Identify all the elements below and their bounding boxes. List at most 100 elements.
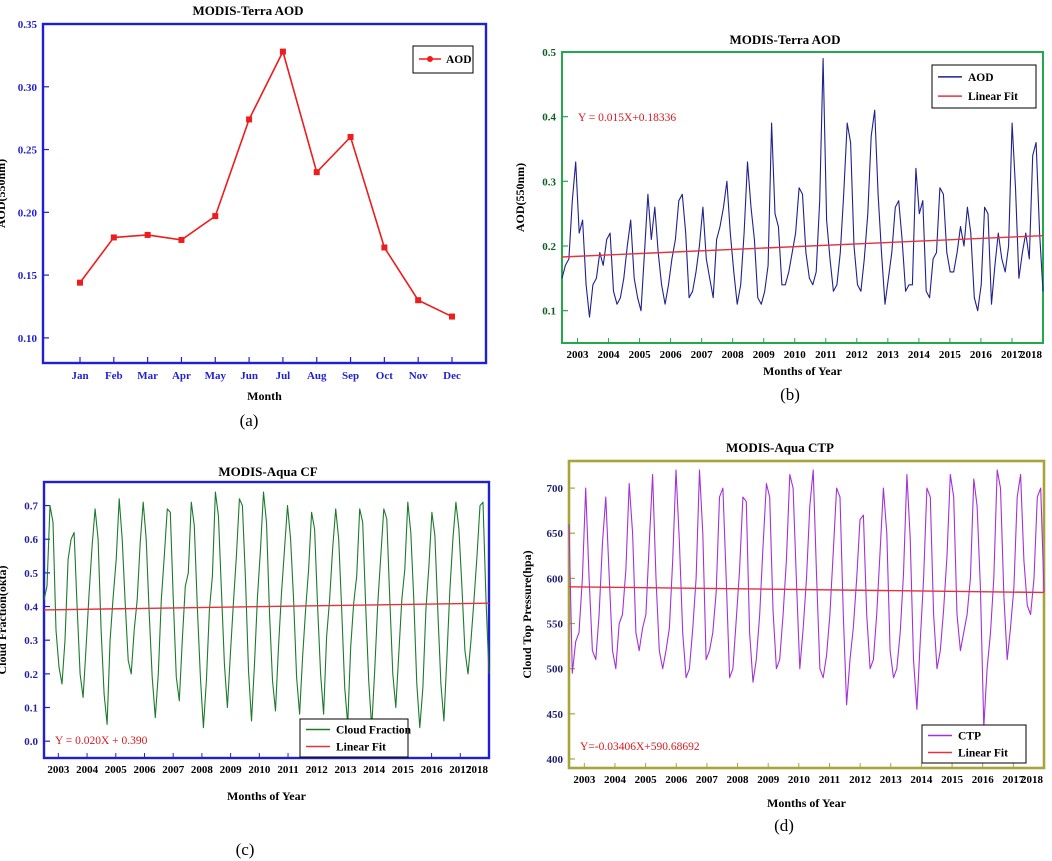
x-tick-label: 2017 (449, 764, 472, 776)
legend: CTP Linear Fit (921, 724, 1027, 764)
x-tick-label: 2013 (877, 349, 900, 361)
panel-caption: (c) (236, 840, 255, 859)
fit-equation: Y = 0.015X+0.18336 (578, 112, 676, 124)
y-axis-label: AOD(550nm) (0, 159, 8, 228)
x-tick-label: 2018 (466, 764, 489, 776)
legend-label-series: AOD (968, 72, 994, 84)
y-tick-label: 400 (547, 754, 564, 766)
x-tick-label: 2004 (598, 349, 621, 361)
x-tick-label: May (205, 370, 227, 382)
x-tick-label: 2013 (880, 774, 903, 786)
legend: AOD Linear Fit (931, 64, 1037, 109)
y-tick-label: 650 (547, 528, 564, 540)
legend: Cloud Fraction Linear Fit (299, 718, 412, 758)
plot-frame (567, 459, 1046, 770)
x-tick-label: 2008 (191, 764, 214, 776)
y-axis-label: AOD(550nm) (513, 163, 527, 232)
x-tick-label: 2010 (788, 774, 811, 786)
data-point (381, 244, 388, 251)
x-axis-label: Months of Year (767, 796, 847, 810)
data-point (144, 231, 151, 238)
x-tick-label: Jan (71, 370, 88, 382)
x-tick-label: 2003 (47, 764, 70, 776)
y-tick-label: 0.5 (24, 568, 38, 580)
x-tick-label: 2012 (306, 764, 329, 776)
data-point (110, 234, 117, 241)
data-point (415, 297, 422, 304)
y-tick-label: 0.20 (18, 207, 38, 219)
x-tick-label: 2018 (1020, 349, 1043, 361)
y-tick-label: 0.1 (542, 306, 556, 318)
x-axis-label: Months of Year (227, 789, 307, 803)
x-tick-label: 2004 (76, 764, 99, 776)
x-tick-label: Feb (105, 370, 123, 382)
x-tick-label: 2013 (334, 764, 357, 776)
y-tick-label: 0.5 (542, 47, 556, 59)
x-tick-label: 2008 (727, 774, 750, 786)
data-point (449, 313, 455, 320)
series-line-aod (79, 49, 453, 318)
data-point (313, 169, 320, 176)
x-tick-label: 2006 (133, 764, 156, 776)
x-tick-label: 2003 (573, 774, 596, 786)
data-point (347, 134, 354, 140)
chart-panel-b: MODIS-Terra AOD 0.1 0.2 0.3 0.4 0.5 AOD(550nm)… (513, 32, 1044, 404)
x-tick-label: 2017 (1001, 349, 1024, 361)
plot-frame (41, 22, 488, 365)
panel-caption: (a) (240, 411, 259, 430)
x-tick-label: 2009 (757, 774, 780, 786)
legend: AOD (412, 45, 474, 74)
x-tick-label: Mar (137, 370, 158, 382)
y-tick-label: 0.15 (18, 270, 38, 282)
y-tick-label: 0.0 (24, 736, 38, 748)
legend-box (299, 718, 409, 758)
x-tick-label: 2012 (846, 349, 869, 361)
y-tick-label: 0.4 (542, 112, 556, 124)
chart-title: MODIS-Terra AOD (192, 3, 303, 18)
data-point (212, 213, 219, 220)
y-tick-label: 0.7 (24, 501, 38, 513)
linear-fit-line (568, 586, 1045, 594)
x-tick-label: 2006 (660, 349, 683, 361)
legend-box (921, 724, 1027, 764)
x-tick-label: 2017 (1002, 774, 1025, 786)
x-tick-label: 2016 (421, 764, 444, 776)
x-tick-label: Aug (307, 370, 327, 382)
x-tick-label: 2009 (753, 349, 776, 361)
x-tick-label: 2007 (696, 774, 719, 786)
legend-label-fit: Linear Fit (958, 748, 1008, 760)
x-tick-label: 2011 (819, 774, 840, 786)
y-tick-label: 0.2 (542, 241, 556, 253)
y-axis-label: Cloud Fraction(okta) (0, 566, 9, 675)
x-tick-label: Nov (409, 370, 428, 382)
legend-label-fit: Linear Fit (968, 91, 1018, 103)
x-tick-label: Dec (443, 370, 461, 382)
x-tick-label: 2014 (908, 349, 931, 361)
x-tick-label: 2010 (784, 349, 807, 361)
series-line-ctp (568, 469, 1045, 728)
x-tick-label: 2007 (162, 764, 185, 776)
y-tick-label: 0.4 (24, 602, 38, 614)
y-tick-label: 550 (547, 619, 564, 631)
x-tick-label: 2015 (941, 774, 964, 786)
x-tick-label: 2010 (248, 764, 271, 776)
x-tick-label: 2005 (105, 764, 128, 776)
legend-box (931, 64, 1037, 109)
x-tick-label: 2004 (604, 774, 627, 786)
y-tick-label: 0.6 (24, 534, 38, 546)
x-tick-label: 2006 (665, 774, 688, 786)
legend-swatch-marker (427, 56, 433, 62)
x-tick-label: 2014 (910, 774, 933, 786)
y-tick-label: 0.30 (18, 82, 38, 94)
legend-box (412, 45, 474, 74)
legend-label-fit: Linear Fit (336, 742, 386, 754)
x-tick-label: 2018 (1021, 774, 1044, 786)
plot-frame (42, 480, 491, 760)
x-tick-label: Apr (172, 370, 191, 382)
chart-title: MODIS-Aqua CF (218, 464, 317, 479)
x-tick-label: 2005 (629, 349, 652, 361)
x-tick-label: 2003 (567, 349, 590, 361)
x-tick-label: 2011 (815, 349, 836, 361)
series-line-cloud-fraction (43, 491, 490, 729)
